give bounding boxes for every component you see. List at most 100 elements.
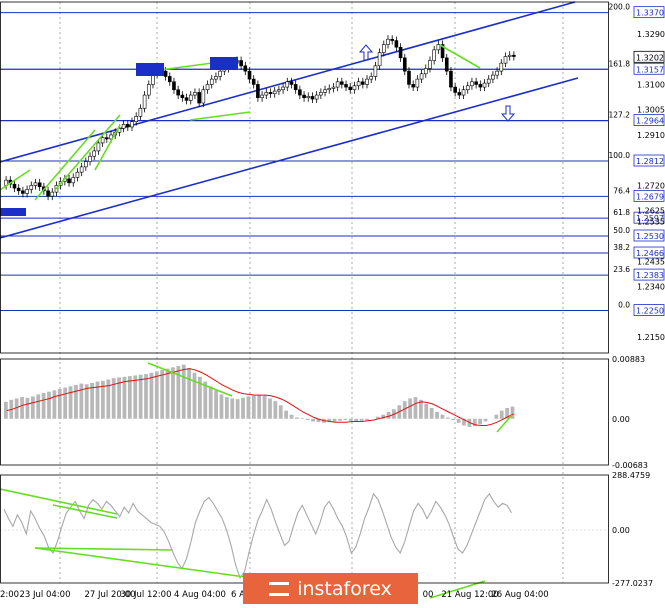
macd-histogram-bar xyxy=(235,399,240,419)
macd-histogram-bar xyxy=(365,418,369,421)
candle-body xyxy=(260,94,264,99)
macd-pane-border xyxy=(0,358,609,466)
candle-body xyxy=(348,86,353,91)
candle-body xyxy=(79,166,84,173)
macd-histogram-bar xyxy=(133,375,138,419)
macd-histogram-bar xyxy=(418,399,423,419)
candle-body xyxy=(184,97,189,101)
macd-signal-line xyxy=(6,368,514,426)
price-tag-box xyxy=(633,304,665,316)
macd-histogram-bar xyxy=(429,407,434,419)
candle-body xyxy=(415,78,420,88)
macd-divergence-line xyxy=(147,362,233,397)
candle-body xyxy=(180,94,185,99)
candle-body xyxy=(88,155,92,162)
macd-histogram-bar xyxy=(338,418,342,421)
candle-body xyxy=(503,56,508,64)
macd-histogram-bar xyxy=(192,372,197,419)
candle-body xyxy=(25,189,29,194)
cci-pane-border xyxy=(0,474,609,584)
candle-body xyxy=(344,84,348,88)
candle-body xyxy=(398,46,403,59)
candle-body xyxy=(50,191,55,197)
candle-body xyxy=(386,38,390,45)
y-tick-label: 1.2625 xyxy=(637,207,665,216)
macd-histogram-bar xyxy=(499,410,504,419)
divergence-line xyxy=(189,111,251,121)
macd-histogram-bar xyxy=(456,418,461,423)
price-tag-text: 1.2530 xyxy=(636,232,664,241)
price-tag-text: 1.2679 xyxy=(636,192,664,201)
candle-body xyxy=(92,150,97,157)
y-tick-label: 1.3100 xyxy=(637,80,665,89)
x-tick-label: 26 Aug 04:00 xyxy=(491,590,548,600)
divergence-line xyxy=(0,169,31,191)
candle-body xyxy=(461,89,466,96)
divergence-line xyxy=(54,114,121,191)
macd-histogram-bar xyxy=(219,394,224,419)
candle-body xyxy=(167,76,172,83)
macd-y-tick-label: 0.00883 xyxy=(612,355,645,364)
macd-histogram-bar xyxy=(435,412,439,419)
macd-histogram-bar xyxy=(84,384,89,419)
divergence-line xyxy=(439,44,481,69)
price-tag-text: 1.2597 xyxy=(636,214,664,223)
fibo-level-label: 127.2 xyxy=(609,111,631,120)
price-tag-box xyxy=(633,62,665,75)
x-tick-label: 30 Jul 12:00 xyxy=(121,590,172,600)
candle-body xyxy=(465,85,470,91)
price-tag-text: 1.2812 xyxy=(636,157,664,166)
candle-body xyxy=(21,190,25,194)
candle-body xyxy=(146,84,151,96)
candle-body xyxy=(352,85,357,91)
cci-divergence-line xyxy=(429,580,486,599)
macd-histogram-bar xyxy=(74,384,78,419)
macd-histogram-bar xyxy=(4,401,8,419)
macd-histogram-bar xyxy=(348,418,353,421)
candle-body xyxy=(373,65,378,77)
price-tag-box xyxy=(633,189,665,202)
macd-histogram-bar xyxy=(79,383,84,419)
macd-histogram-bar xyxy=(289,414,294,419)
macd-histogram-bar xyxy=(117,377,121,419)
macd-histogram-bar xyxy=(246,396,251,419)
candle-body xyxy=(201,89,206,104)
candle-body xyxy=(209,78,214,85)
macd-histogram-bar xyxy=(462,418,466,426)
candle-body xyxy=(172,81,176,91)
fibo-level-label: 200.0 xyxy=(609,3,631,12)
macd-histogram-bar xyxy=(90,382,95,419)
candle-body xyxy=(428,60,432,69)
macd-histogram-bar xyxy=(95,381,100,419)
macd-histogram-bar xyxy=(262,395,267,419)
macd-histogram-bar xyxy=(214,390,218,419)
candle-body xyxy=(306,96,311,99)
candle-body xyxy=(356,81,361,87)
candle-body xyxy=(121,124,126,129)
resistance-box xyxy=(210,57,238,70)
macd-histogram-bar xyxy=(14,398,19,419)
macd-histogram-bar xyxy=(268,398,272,419)
macd-histogram-bar xyxy=(359,418,364,421)
candle-body xyxy=(130,121,134,128)
candle-body xyxy=(440,44,445,59)
macd-histogram-bar xyxy=(343,418,348,421)
candle-body xyxy=(134,116,138,122)
macd-histogram-bar xyxy=(224,397,229,419)
candle-body xyxy=(188,94,193,101)
macd-histogram-bar xyxy=(144,374,148,419)
price-tag-text: 1.3370 xyxy=(636,9,664,18)
y-tick-label: 1.2910 xyxy=(637,131,665,140)
macd-histogram-bar xyxy=(257,395,262,419)
macd-histogram-bar xyxy=(101,380,105,419)
price-tag-box xyxy=(633,6,665,19)
candle-body xyxy=(449,70,453,88)
candle-body xyxy=(239,60,243,67)
candle-body xyxy=(411,84,415,88)
y-tick-label: 1.2435 xyxy=(637,257,665,266)
candle-body xyxy=(331,86,336,89)
candle-body xyxy=(327,88,332,91)
x-tick-label: 27 Jul 20:00 xyxy=(85,590,136,600)
fibo-level-label: 23.6 xyxy=(613,265,630,274)
